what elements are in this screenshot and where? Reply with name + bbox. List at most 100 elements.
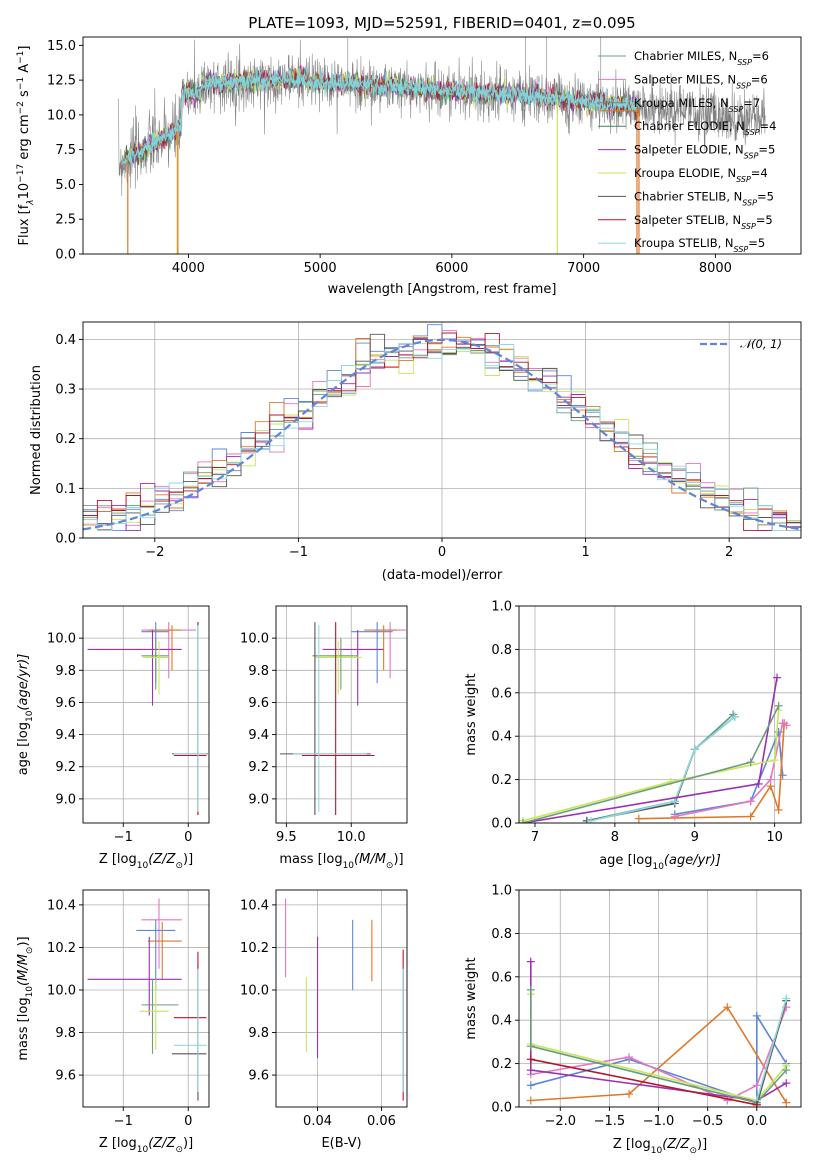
x-tick-label: −1.5 xyxy=(594,1114,626,1129)
observed-spectrum xyxy=(118,39,766,196)
error-bar-point-8 xyxy=(173,968,207,1093)
y-tick-label: 9.6 xyxy=(248,696,269,711)
legend-entry: Salpeter ELODIE, NSSP=5 xyxy=(634,143,775,161)
plot-area xyxy=(519,673,791,823)
weight-marker xyxy=(746,812,755,821)
x-axis-label: wavelength [Angstrom, rest frame] xyxy=(328,282,557,297)
x-tick-label: 0.06 xyxy=(367,1114,396,1129)
error-bar-point-4 xyxy=(141,979,179,1054)
weight-series-3 xyxy=(674,731,784,816)
y-tick-label: 0.4 xyxy=(55,333,76,348)
model-spectrum-top xyxy=(122,72,640,165)
y-tick-label: 0.3 xyxy=(55,383,76,398)
mass-vs-metallicity-panel: −1 0 9.6 9.8 10.0 10.2 10.4 Z [log10(Z/Z⊙)] mass… xyxy=(16,889,210,1155)
x-axis-label: E(B-V) xyxy=(321,1136,361,1151)
y-tick-label: 0.4 xyxy=(491,730,512,745)
weight-marker xyxy=(770,756,779,765)
x-axis-label: (data-model)/error xyxy=(382,568,503,583)
error-bar-point-5 xyxy=(139,979,169,1050)
legend-entry: Kroupa STELIB, NSSP=5 xyxy=(634,236,765,254)
x-tick-label: 5000 xyxy=(304,261,337,276)
age-vs-mass-panel: 9.5 10.0 9.0 9.2 9.4 9.6 9.8 10.0 mass [log10(M/… xyxy=(240,605,408,871)
axes-frame xyxy=(82,889,210,1108)
plot-area xyxy=(279,622,406,815)
x-tick-label: 0 xyxy=(184,1114,192,1129)
y-tick-label: 9.8 xyxy=(248,1026,269,1041)
axes-frame xyxy=(518,889,802,1108)
weight-marker xyxy=(526,1081,535,1090)
x-tick-label: 9 xyxy=(691,830,699,845)
weight-series-6 xyxy=(522,677,778,823)
weight-marker xyxy=(586,816,595,823)
weight-series-8 xyxy=(522,705,780,823)
x-tick-label: −1.0 xyxy=(643,1114,675,1129)
y-tick-label: 0.0 xyxy=(55,532,76,547)
y-tick-label: 7.5 xyxy=(55,143,76,158)
x-axis-label: Z [log10(Z/Z⊙)] xyxy=(99,852,193,871)
y-tick-label: 10.0 xyxy=(47,108,76,123)
error-bar-point-0 xyxy=(141,898,182,969)
error-bar-point-4 xyxy=(141,638,169,690)
legend-entry: Kroupa ELODIE, NSSP=4 xyxy=(634,166,768,184)
weight-marker xyxy=(782,994,791,1003)
weight-marker xyxy=(774,805,783,814)
y-tick-label: 0.0 xyxy=(491,1101,512,1116)
error-bar-point-8 xyxy=(292,625,367,812)
weight-marker xyxy=(766,775,775,784)
y-tick-label: 10.0 xyxy=(240,983,269,998)
weight-marker xyxy=(690,745,699,754)
weight-marker xyxy=(634,814,643,823)
x-tick-label: 4000 xyxy=(172,261,205,276)
y-tick-label: 1.0 xyxy=(491,600,512,615)
weight-marker xyxy=(723,1003,732,1012)
residual-histogram-panel: −2 −1 0 1 2 0.0 0.1 0.2 0.3 0.4 (data-model)/error… xyxy=(29,321,802,583)
legend-entry: Kroupa MILES, NSSP=7 xyxy=(634,96,760,114)
weight-marker xyxy=(526,1055,535,1064)
plot-area xyxy=(118,37,766,254)
error-bar-point-5 xyxy=(142,641,171,695)
y-tick-label: 0.2 xyxy=(55,432,76,447)
error-bar-point-2 xyxy=(147,625,182,671)
chart-title: PLATE=1093, MJD=52591, FIBERID=0401, z=0… xyxy=(248,14,635,32)
weight-marker xyxy=(782,1098,791,1107)
weight-marker xyxy=(746,758,755,767)
y-tick-label: 9.0 xyxy=(248,792,269,807)
plot-area xyxy=(83,324,801,532)
legend-entry: Salpeter MILES, NSSP=6 xyxy=(634,72,768,90)
y-tick-label: 9.8 xyxy=(248,664,269,679)
error-bar-point-4 xyxy=(312,638,358,690)
y-tick-label: 9.6 xyxy=(248,1069,269,1084)
y-tick-label: 10.0 xyxy=(47,632,76,647)
weight-marker xyxy=(730,712,739,721)
x-tick-label: 7000 xyxy=(567,261,600,276)
x-tick-label: 0.0 xyxy=(746,1114,767,1129)
plot-area xyxy=(285,898,404,1101)
error-bar-point-8 xyxy=(173,625,207,812)
y-tick-label: 9.0 xyxy=(55,792,76,807)
weight-marker xyxy=(752,1081,761,1090)
weight-series-1 xyxy=(530,1005,787,1104)
y-tick-label: 10.2 xyxy=(47,941,76,956)
x-tick-label: 0.04 xyxy=(303,1114,332,1129)
y-tick-label: 0.8 xyxy=(491,643,512,658)
y-tick-label: 0.2 xyxy=(491,1057,512,1072)
weight-marker xyxy=(526,957,535,966)
y-tick-label: 9.6 xyxy=(55,696,76,711)
y-tick-label: 5.0 xyxy=(55,178,76,193)
x-tick-label: 6000 xyxy=(435,261,468,276)
error-bar-point-7 xyxy=(173,951,207,1093)
weight-marker xyxy=(670,797,679,806)
y-tick-label: 9.4 xyxy=(248,728,269,743)
x-axis-label: Z [log10(Z/Z⊙)] xyxy=(99,1136,193,1155)
legend-entry: Salpeter STELIB, NSSP=5 xyxy=(634,213,773,231)
x-tick-label: 10.0 xyxy=(337,830,366,845)
error-bar-point-1 xyxy=(136,919,176,990)
weight-marker xyxy=(526,1066,535,1075)
age-vs-metallicity-panel: −1 0 9.0 9.2 9.4 9.6 9.8 10.0 Z [log10(Z/Z⊙)] age… xyxy=(16,605,210,871)
x-tick-label: −1 xyxy=(289,545,308,560)
y-axis-label: age [log10(age/yr)] xyxy=(16,654,35,776)
x-axis-label: mass [log10(M/M⊙)] xyxy=(279,852,403,871)
weight-series-8 xyxy=(530,1058,757,1106)
mass-vs-ebv-panel: 0.04 0.06 9.6 9.8 10.0 10.2 10.4 E(B-V) xyxy=(240,889,408,1151)
